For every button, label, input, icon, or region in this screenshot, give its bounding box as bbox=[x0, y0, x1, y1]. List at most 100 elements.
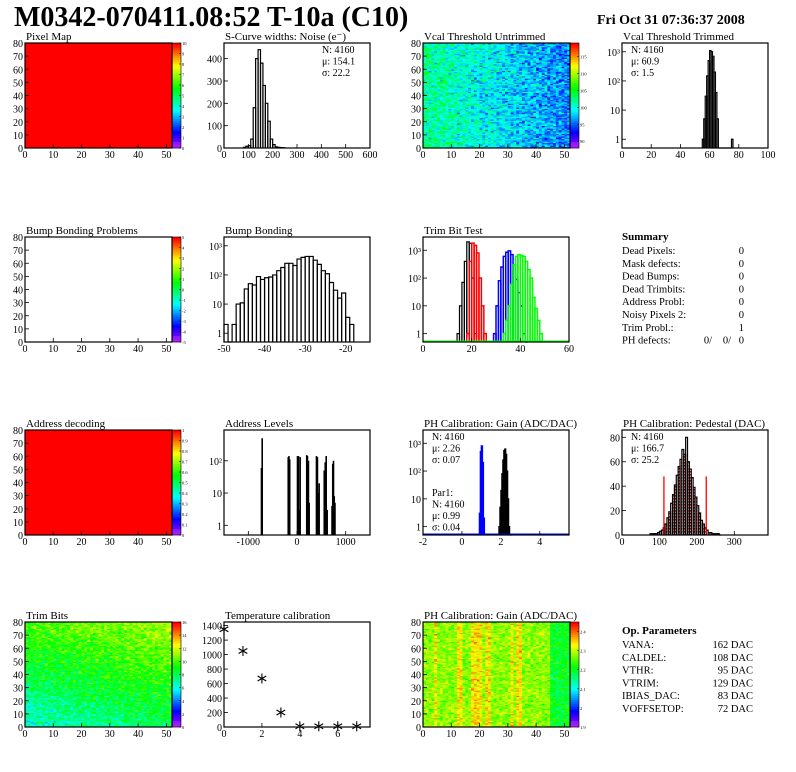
heatmap-cell bbox=[451, 117, 455, 120]
heatmap-cell bbox=[496, 49, 500, 52]
heatmap-cell bbox=[451, 61, 455, 63]
heatmap-cell bbox=[479, 133, 483, 136]
heatmap-cell bbox=[550, 45, 554, 48]
heatmap-cell bbox=[513, 44, 517, 46]
heatmap-cell bbox=[459, 128, 463, 130]
heatmap-cell bbox=[431, 62, 435, 65]
heatmap-cell bbox=[448, 100, 452, 103]
heatmap-cell bbox=[451, 90, 455, 92]
heatmap-cell bbox=[459, 43, 463, 45]
heatmap-cell bbox=[524, 117, 528, 120]
colorbar-segment bbox=[172, 461, 181, 464]
heatmap-cell bbox=[451, 134, 455, 137]
heatmap-cell bbox=[547, 121, 551, 124]
heatmap-cell bbox=[536, 78, 540, 81]
heatmap-cell bbox=[468, 56, 472, 58]
heatmap-cell bbox=[507, 111, 511, 113]
heatmap-cell bbox=[456, 53, 461, 56]
heatmap-cell bbox=[521, 82, 526, 84]
heatmap-cell bbox=[445, 121, 449, 124]
heatmap-cell bbox=[553, 43, 557, 45]
heatmap-cell bbox=[479, 54, 483, 57]
heatmap-cell bbox=[499, 116, 503, 119]
heatmap-cell bbox=[437, 57, 441, 60]
heatmap-cell bbox=[485, 140, 489, 142]
heatmap-cell bbox=[504, 86, 509, 88]
colorbar-segment bbox=[172, 72, 181, 75]
heatmap-cell bbox=[521, 120, 526, 123]
heatmap-cell bbox=[428, 69, 432, 71]
heatmap-cell bbox=[462, 67, 466, 70]
heatmap-cell bbox=[442, 125, 446, 128]
heatmap-cell bbox=[524, 52, 528, 54]
heatmap-cell bbox=[465, 141, 469, 144]
heatmap-cell bbox=[425, 144, 429, 146]
heatmap-cell bbox=[490, 45, 494, 48]
heatmap-cell bbox=[524, 46, 528, 49]
heatmap-cell bbox=[499, 115, 503, 117]
heatmap-cell bbox=[485, 95, 489, 98]
heatmap-cell bbox=[423, 133, 427, 136]
heatmap-cell bbox=[459, 120, 463, 123]
heatmap-cell bbox=[544, 77, 548, 79]
heatmap-cell bbox=[459, 91, 463, 94]
heatmap-cell bbox=[553, 44, 557, 46]
heatmap-cell bbox=[553, 60, 557, 62]
heatmap-cell bbox=[448, 53, 452, 56]
heatmap-cell bbox=[482, 134, 486, 137]
heatmap-cell bbox=[550, 79, 554, 82]
heatmap-cell bbox=[513, 92, 517, 95]
heatmap-cell bbox=[516, 106, 520, 108]
heatmap-cell bbox=[555, 90, 559, 92]
heatmap-cell bbox=[524, 142, 528, 145]
heatmap-cell bbox=[473, 45, 478, 48]
histogram-series bbox=[423, 250, 569, 343]
heatmap-cell bbox=[442, 53, 446, 56]
heatmap-cell bbox=[468, 50, 472, 53]
heatmap-cell bbox=[555, 128, 559, 130]
heatmap-cell bbox=[425, 127, 429, 129]
heatmap-cell bbox=[476, 145, 480, 147]
x-tick-label: 50 bbox=[559, 150, 569, 161]
heatmap-cell bbox=[516, 49, 520, 52]
heatmap-cell bbox=[454, 54, 458, 57]
heatmap-cell bbox=[553, 133, 557, 136]
heatmap-cell bbox=[425, 45, 429, 48]
heatmap-cell bbox=[555, 79, 559, 82]
heatmap-cell bbox=[555, 109, 559, 112]
heatmap-cell bbox=[496, 98, 500, 100]
heatmap-cell bbox=[561, 138, 565, 141]
heatmap-cell bbox=[439, 74, 444, 77]
colorbar-segment bbox=[172, 444, 181, 448]
heatmap-cell bbox=[465, 54, 469, 57]
colorbar-segment bbox=[172, 76, 181, 79]
heatmap-cell bbox=[439, 113, 444, 116]
heatmap-cell bbox=[445, 133, 449, 136]
heatmap-cell bbox=[533, 99, 537, 102]
heatmap-cell bbox=[465, 100, 469, 103]
heatmap-cell bbox=[561, 116, 565, 119]
heatmap-cell bbox=[456, 128, 461, 130]
heatmap-cell bbox=[431, 125, 435, 128]
stats-line: N: 4160 bbox=[631, 45, 664, 56]
heatmap-cell bbox=[459, 90, 463, 92]
colorbar-tick-label: 4 bbox=[182, 246, 185, 251]
heatmap-cell bbox=[496, 81, 500, 83]
heatmap-cell bbox=[465, 132, 469, 134]
heatmap-cell bbox=[473, 87, 478, 90]
heatmap-cell bbox=[490, 65, 494, 67]
heatmap-cell bbox=[434, 113, 438, 116]
heatmap-cell bbox=[555, 87, 559, 90]
heatmap-cell bbox=[504, 57, 509, 60]
heatmap-cell bbox=[536, 57, 540, 60]
heatmap-cell bbox=[488, 81, 492, 83]
heatmap-cell bbox=[541, 48, 545, 50]
heatmap-cell bbox=[541, 70, 545, 73]
x-tick-label: 40 bbox=[515, 344, 525, 355]
heatmap-cell bbox=[521, 112, 526, 115]
colorbar-tick-label: 2 bbox=[182, 267, 184, 272]
heatmap-cell bbox=[439, 104, 444, 107]
heatmap-cell bbox=[496, 57, 500, 60]
heatmap-cell bbox=[555, 99, 559, 102]
